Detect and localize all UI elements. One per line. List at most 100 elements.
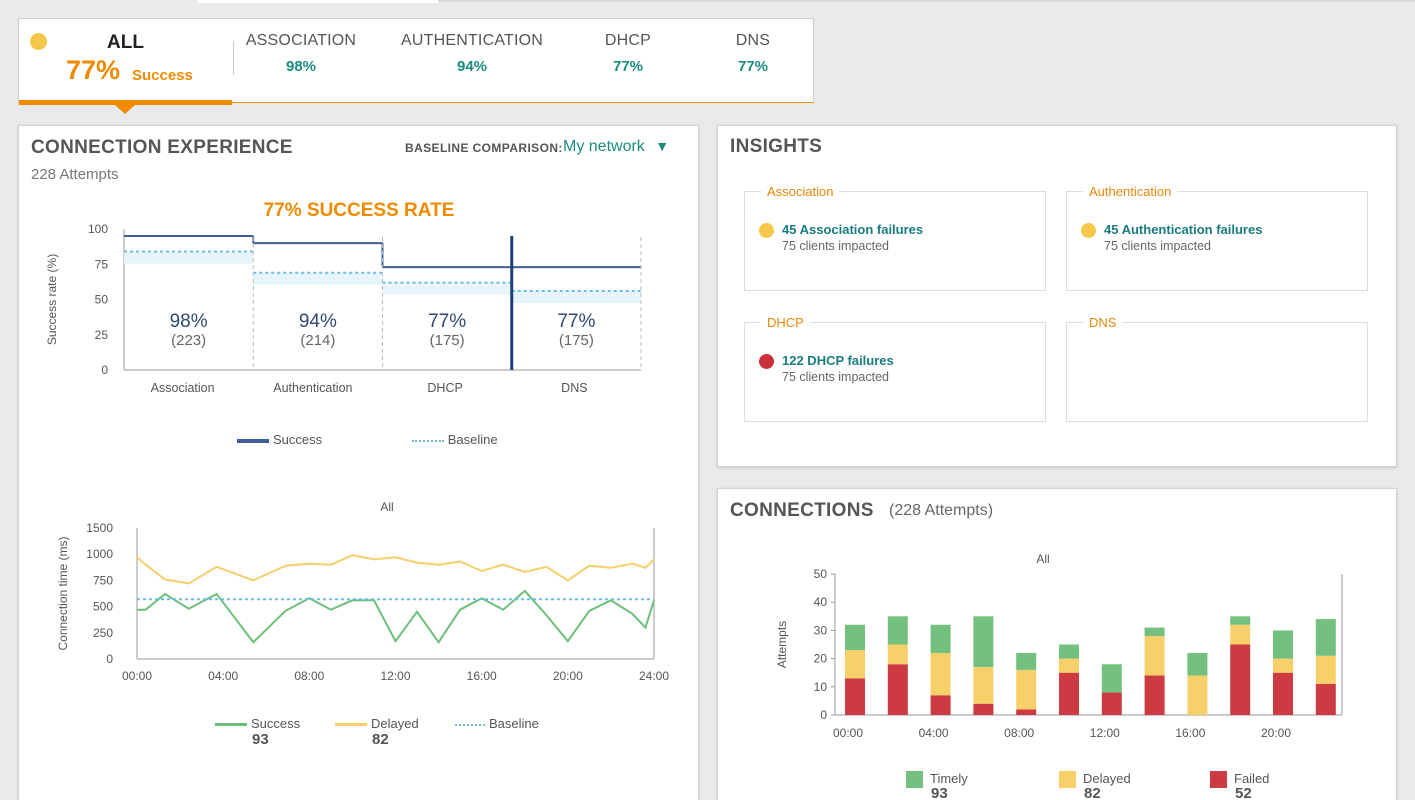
insight-card-title: DNS: [1083, 315, 1123, 330]
y-tick-label: 100: [88, 222, 108, 236]
status-dot-icon: [30, 33, 47, 50]
x-tick-label: 04:00: [208, 669, 238, 683]
data-label-count: (223): [171, 332, 206, 349]
tab-dhcp[interactable]: DHCP 77%: [588, 32, 668, 75]
delayed-legend-swatch: [335, 723, 367, 727]
panel-title: INSIGHTS: [730, 136, 823, 157]
baseline-band: [511, 291, 641, 304]
insight-card-dns: DNS: [1066, 315, 1368, 422]
legend-total: 52: [1235, 785, 1252, 800]
tab-all-status: Success: [132, 67, 193, 84]
baseline-band: [124, 251, 254, 264]
attempts-count: 228 Attempts: [31, 166, 119, 183]
y-tick-label: 50: [95, 293, 109, 307]
x-tick-label: 20:00: [1261, 726, 1291, 740]
x-tick-label: DNS: [561, 381, 587, 395]
delayed-bar-segment: [930, 652, 951, 696]
top-divider: [438, 0, 1415, 2]
y-tick-label: 500: [93, 600, 113, 614]
failed-bar-segment: [1101, 692, 1122, 715]
timely-bar-segment: [1016, 652, 1037, 670]
baseline-legend-swatch: [455, 723, 485, 726]
timely-bar-segment: [1187, 652, 1208, 676]
x-tick-label: 12:00: [380, 669, 410, 683]
success-rate-legend: Success Baseline: [237, 432, 498, 447]
failed-bar-segment: [845, 678, 865, 715]
tab-value: 98%: [285, 58, 317, 75]
delayed-bar-segment: [1230, 624, 1251, 645]
y-tick-label: 10: [814, 680, 828, 694]
insight-card-authentication: Authentication 45 Authentication failure…: [1066, 184, 1368, 291]
x-tick-label: 24:00: [639, 669, 669, 683]
timely-legend-swatch: [906, 771, 923, 789]
tab-all-label: ALL: [107, 32, 144, 53]
legend-label: Delayed: [371, 716, 419, 731]
tab-label: ASSOCIATION: [245, 32, 357, 49]
tab-value: 77%: [612, 58, 644, 75]
insight-card-association: Association 45 Association failures 75 c…: [744, 184, 1046, 291]
tab-association[interactable]: ASSOCIATION 98%: [241, 32, 361, 75]
data-label-percent: 77%: [428, 311, 466, 332]
failed-legend-swatch: [1210, 771, 1227, 789]
tab-all-percent: 77%: [66, 55, 121, 85]
success-series-line: [137, 589, 655, 644]
success-rate-chart: 77% SUCCESS RATE 0 25 50 75 100 Success rate (…: [45, 200, 642, 395]
data-label-percent: 98%: [170, 311, 208, 332]
warning-dot-icon: [1081, 223, 1096, 238]
panel-title: CONNECTIONS: [730, 500, 874, 521]
timely-bar-segment: [1273, 630, 1293, 659]
legend-label: Timely: [930, 771, 968, 786]
y-tick-label: 1500: [86, 521, 113, 535]
insight-link[interactable]: 122 DHCP failures: [782, 353, 894, 368]
connections-bar-chart: All 0 10 20 30 40 50 Attempts 00:00 04:00 08:00 12:…: [775, 552, 1343, 740]
dropdown-arrow-icon: ▼: [655, 138, 670, 154]
insight-subtext: 75 clients impacted: [1104, 239, 1212, 253]
failed-bar-segment: [1144, 675, 1165, 715]
connections-legend-timely: Timely 93: [906, 771, 968, 800]
success-legend-swatch: [237, 438, 269, 443]
connection-time-legend-delayed: Delayed 82: [335, 716, 419, 748]
error-dot-icon: [759, 354, 774, 369]
y-axis-title: Connection time (ms): [56, 536, 70, 650]
delayed-bar-segment: [887, 644, 908, 665]
x-tick-label: 12:00: [1090, 726, 1120, 740]
connections-legend-delayed: Delayed 82: [1059, 771, 1131, 800]
timely-bar-segment: [930, 624, 951, 653]
baseline-band: [253, 272, 383, 285]
top-strip: [198, 0, 438, 3]
success-legend-label: Success: [273, 432, 323, 447]
failed-bar-segment: [887, 664, 908, 715]
baseline-dropdown[interactable]: My network ▼: [563, 138, 669, 156]
failed-bar-segment: [1230, 644, 1251, 715]
legend-label: Success: [251, 716, 301, 731]
chart-title: 77% SUCCESS RATE: [264, 200, 455, 221]
delayed-series-line: [136, 554, 655, 585]
tab-label: DNS: [735, 32, 771, 49]
insights-panel: INSIGHTS Association 45 Association fail…: [717, 125, 1397, 467]
legend-label: Failed: [1234, 771, 1270, 786]
delayed-bar-segment: [973, 667, 994, 704]
tab-separator: [233, 41, 234, 75]
legend-label: Baseline: [489, 716, 539, 731]
insight-link[interactable]: 45 Association failures: [782, 222, 924, 237]
active-tab-caret-icon: [115, 105, 135, 114]
data-label-count: (175): [559, 332, 594, 349]
tab-dns[interactable]: DNS 77%: [713, 32, 793, 75]
failed-bar-segment: [930, 695, 951, 715]
tab-all[interactable]: ALL 77% Success: [19, 19, 232, 114]
legend-total: 82: [372, 731, 389, 748]
delayed-bar-segment: [1187, 675, 1208, 715]
x-tick-label: 20:00: [553, 669, 583, 683]
legend-total: 93: [252, 731, 269, 748]
connections-legend-failed: Failed 52: [1210, 771, 1269, 800]
failed-bar-segment: [1273, 672, 1293, 715]
y-axis-title: Success rate (%): [45, 254, 59, 345]
tab-authentication[interactable]: AUTHENTICATION 94%: [397, 32, 547, 75]
connection-experience-panel: CONNECTION EXPERIENCE 228 Attempts BASEL…: [18, 125, 699, 800]
y-tick-label: 20: [814, 652, 828, 666]
connection-time-legend-success: Success 93: [215, 716, 300, 748]
delayed-bar-segment: [1273, 658, 1293, 673]
insight-link[interactable]: 45 Authentication failures: [1104, 222, 1263, 237]
